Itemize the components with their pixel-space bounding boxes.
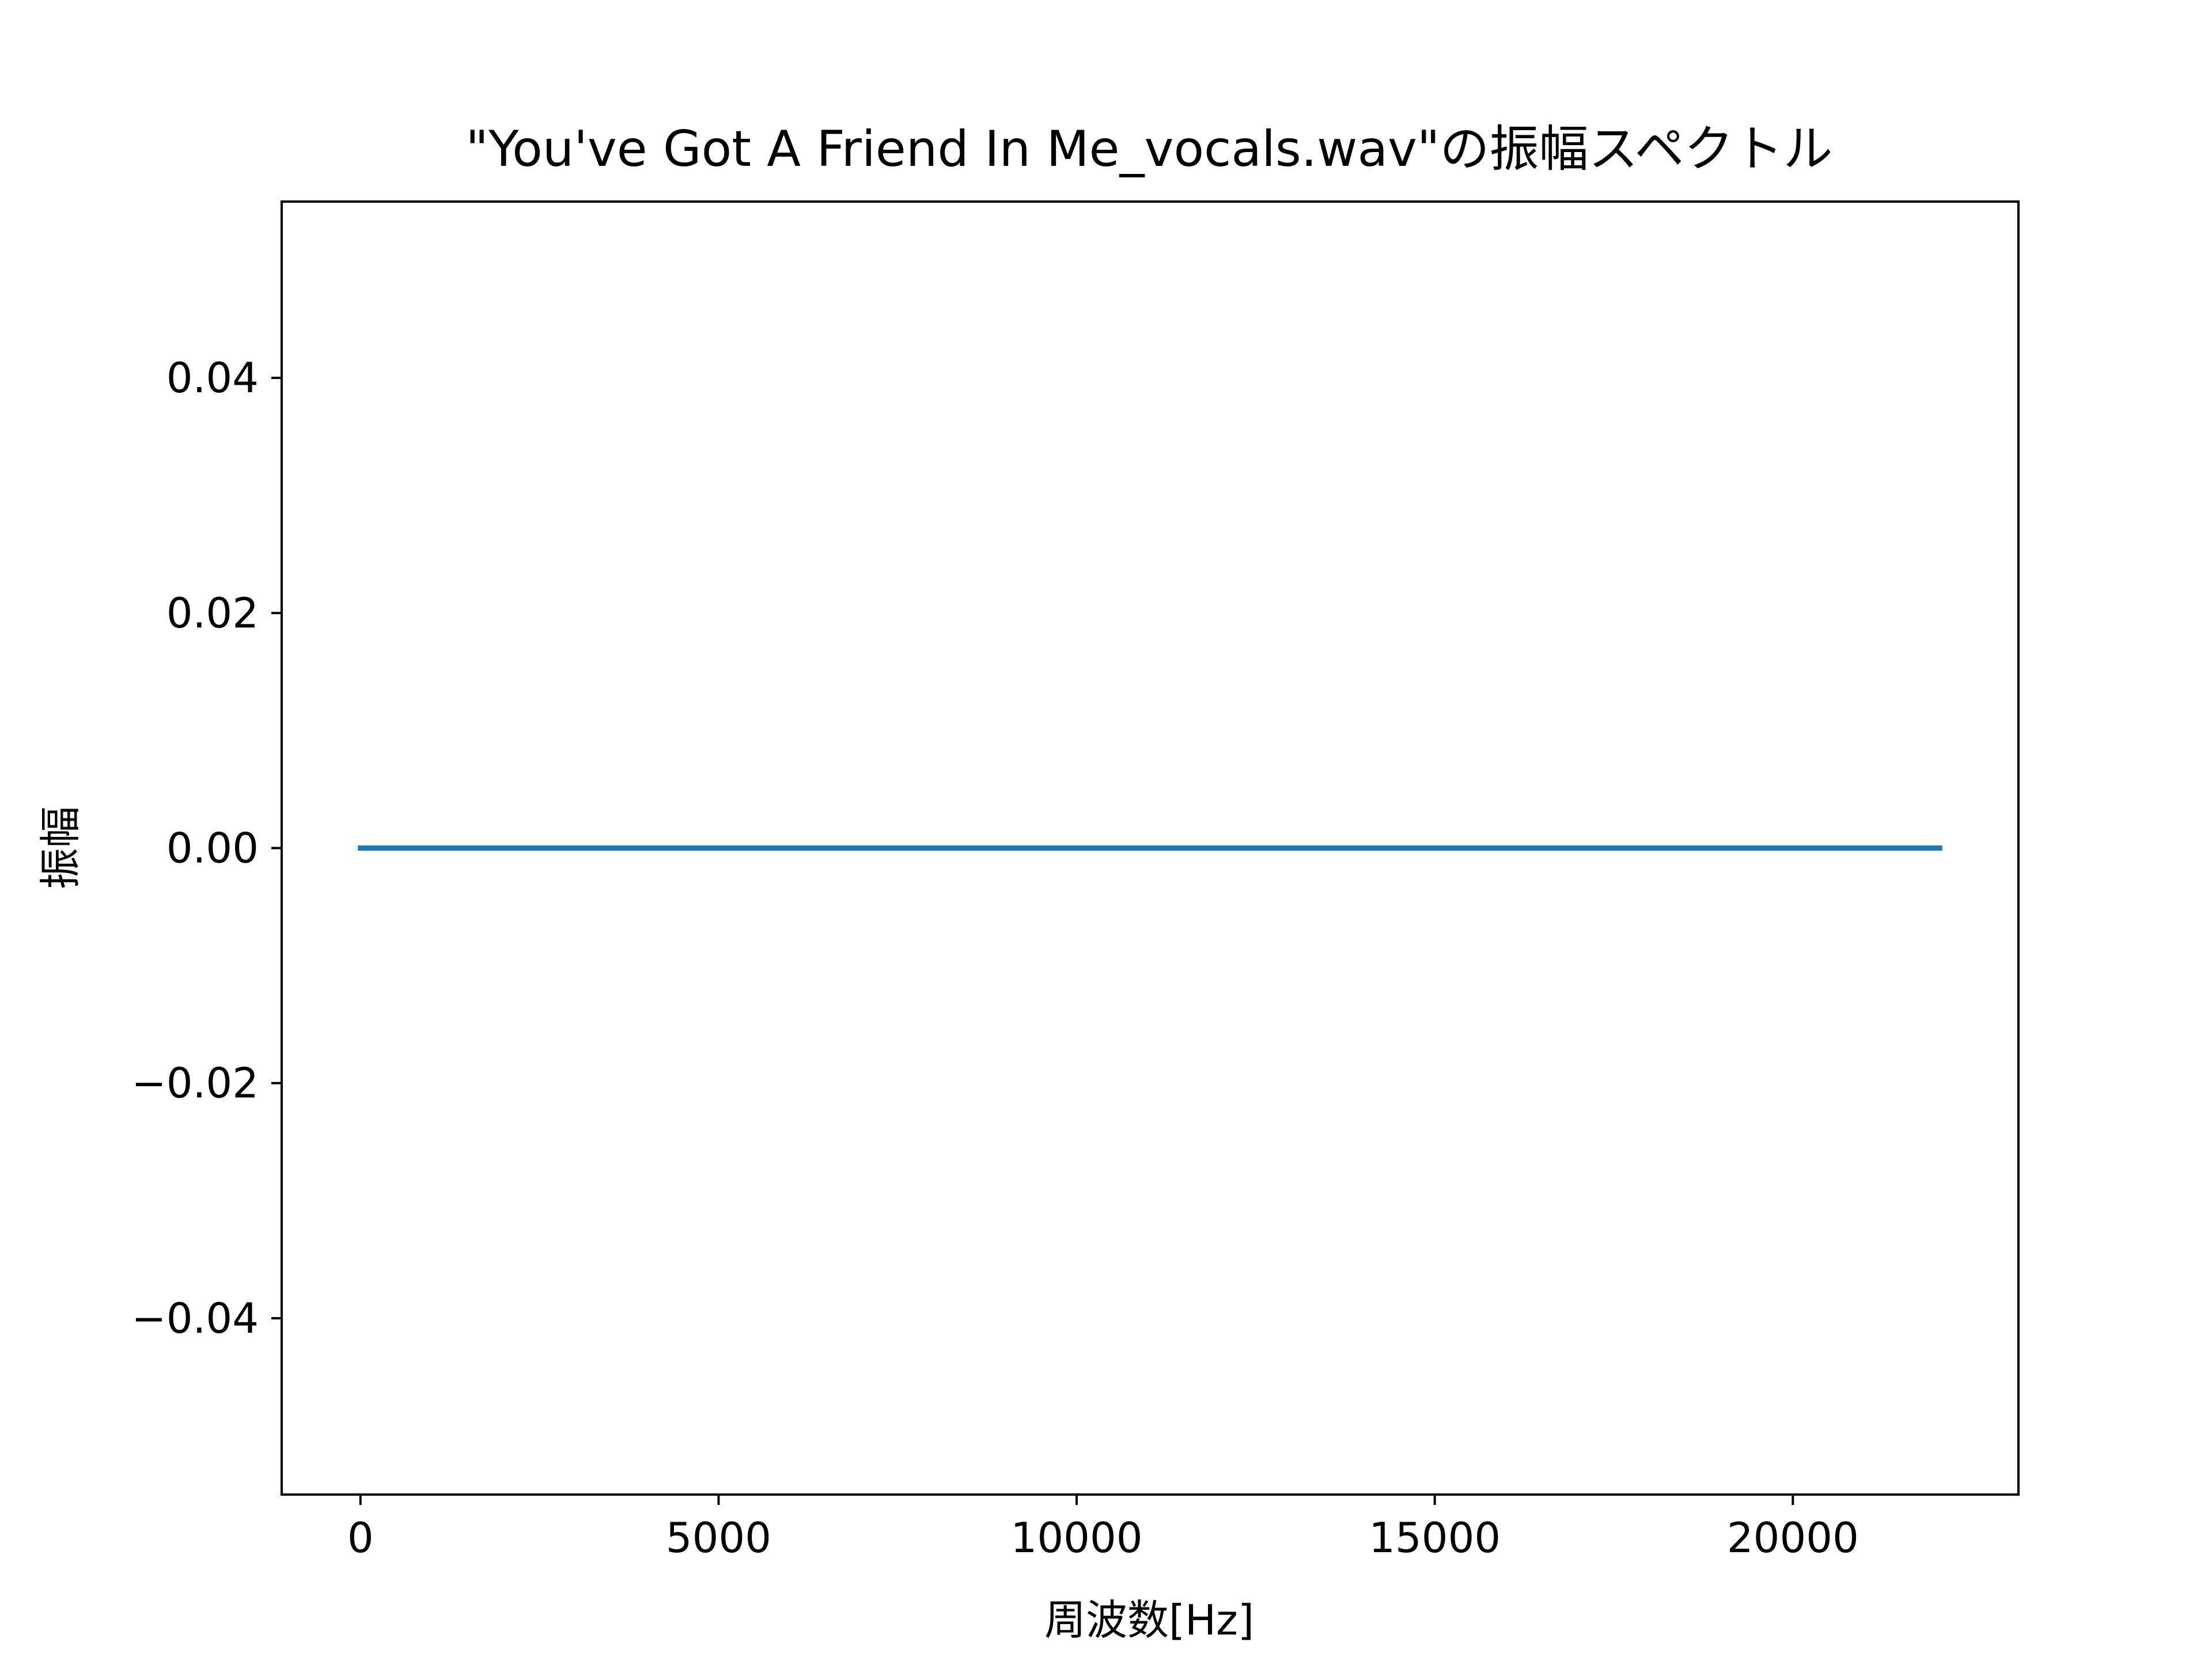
x-tick-label: 0 bbox=[347, 1514, 374, 1562]
y-axis-ticks: 0.04 0.02 0.00 −0.02 −0.04 bbox=[131, 354, 282, 1343]
y-tick-label: −0.04 bbox=[131, 1294, 259, 1343]
x-tick-label: 10000 bbox=[1011, 1514, 1143, 1562]
x-tick-label: 15000 bbox=[1369, 1514, 1501, 1562]
chart-title: "You've Got A Friend In Me_vocals.wav"の振… bbox=[465, 120, 1832, 178]
x-axis-label: 周波数[Hz] bbox=[1044, 1596, 1254, 1644]
y-tick-label: 0.02 bbox=[166, 589, 259, 637]
y-tick-label: −0.02 bbox=[131, 1059, 259, 1108]
y-axis-label: 振幅 bbox=[36, 806, 85, 889]
y-tick-label: 0.04 bbox=[166, 354, 259, 402]
x-tick-label: 5000 bbox=[666, 1514, 771, 1562]
x-axis-ticks: 0 5000 10000 15000 20000 bbox=[347, 1495, 1859, 1562]
x-tick-label: 20000 bbox=[1727, 1514, 1859, 1562]
y-tick-label: 0.00 bbox=[166, 824, 259, 873]
